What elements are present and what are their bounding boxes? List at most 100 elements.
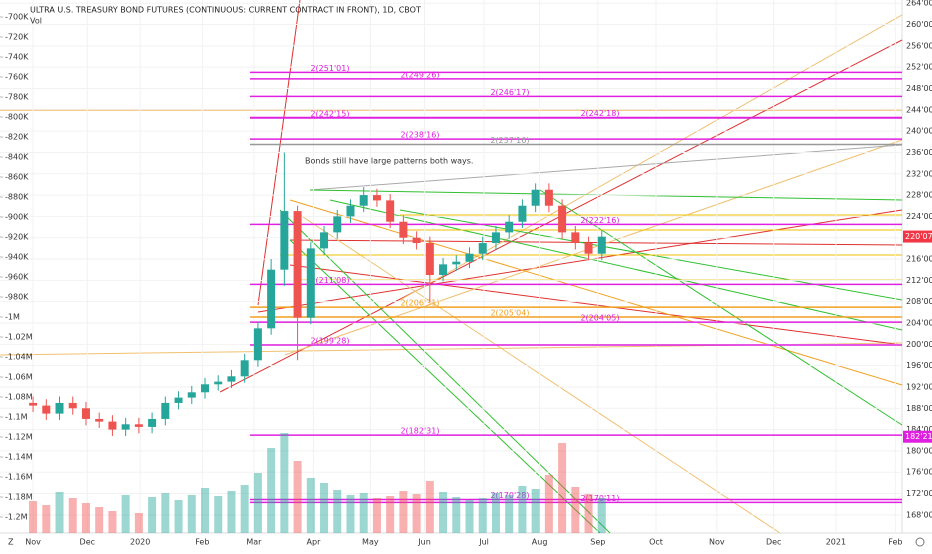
y2-tick-label: -860K — [5, 173, 29, 182]
y2-tick-label: -920K — [5, 233, 29, 242]
y2-tick-label: -800K — [5, 113, 29, 122]
candle-body — [597, 236, 606, 254]
volume-bar — [253, 473, 262, 533]
candle-body — [412, 237, 421, 244]
annotation-note: Bonds still have large patterns both way… — [305, 157, 473, 166]
level-label: 2(199'28) — [310, 336, 349, 345]
x-tick-label: Dec — [80, 538, 95, 547]
volume-bar — [346, 495, 355, 533]
volume-bar — [558, 443, 567, 533]
x-tick-label: Sep — [590, 538, 605, 547]
y-tick-label: 208'00 — [906, 297, 932, 306]
x-tick-label: Feb — [888, 538, 902, 547]
candle-body — [505, 221, 514, 233]
volume-bar — [399, 491, 408, 533]
volume-bar — [333, 490, 342, 533]
y2-tick-label: -840K — [5, 153, 29, 162]
volume-bar — [161, 493, 170, 533]
candle-body — [465, 253, 474, 262]
y-tick-label: 228'00 — [906, 191, 932, 200]
volume-bar — [187, 495, 196, 533]
candle-body — [571, 232, 580, 244]
y-tick-label: 244'00 — [906, 105, 932, 114]
volume-bar — [465, 500, 474, 533]
volume-bar — [491, 493, 500, 533]
level-label: 2(246'17) — [490, 88, 529, 97]
volume-bar — [412, 494, 421, 533]
y-tick-label: 260'00 — [906, 20, 932, 29]
candle-body — [531, 189, 540, 206]
x-tick-label: Oct — [649, 538, 663, 547]
level-label: 2(182'31) — [400, 427, 439, 436]
candle-body — [293, 211, 302, 318]
y2-tick-label: -1.04M — [5, 353, 33, 362]
level-label: 2(222'16) — [580, 216, 619, 225]
volume-bar — [597, 498, 606, 533]
y-tick-label: 184'00 — [906, 425, 932, 434]
level-label: 2(211'08) — [310, 276, 349, 285]
candle-body — [81, 408, 90, 419]
x-tick-label: Mar — [246, 538, 262, 547]
candle-body — [134, 424, 143, 427]
volume-bar — [240, 485, 249, 533]
y-tick-label: 240'00 — [906, 127, 932, 136]
y2-tick-label: -1.2M — [5, 513, 28, 522]
y2-tick-label: -1.08M — [5, 393, 33, 402]
candle-body — [491, 232, 500, 244]
x-tick-label: 2021 — [826, 538, 846, 547]
candle-body — [174, 397, 183, 403]
volume-bar — [267, 448, 276, 533]
level-label: 2(170'28) — [490, 491, 529, 500]
y-tick-label: 256'00 — [906, 41, 932, 50]
candle-body — [372, 195, 381, 201]
volume-bar — [531, 489, 540, 533]
volume-pane — [29, 433, 606, 533]
volume-bar — [68, 498, 77, 533]
volume-bar — [386, 496, 395, 533]
volume-bar — [439, 492, 448, 533]
candle-body — [544, 189, 553, 206]
settings-icon[interactable] — [915, 537, 925, 547]
y-tick-label: 248'00 — [906, 84, 932, 93]
volume-bar — [81, 503, 90, 533]
volume-bar — [174, 500, 183, 533]
y-tick-label: 252'00 — [906, 63, 932, 72]
price-tag-label: 220'07 — [905, 232, 932, 241]
x-tick-label: Jun — [417, 538, 431, 547]
candle-body — [148, 418, 157, 427]
y2-tick-label: -900K — [5, 213, 29, 222]
y2-tick-label: -1.1M — [5, 413, 28, 422]
level-label: 2(237'16) — [490, 136, 529, 145]
y-tick-label: 200'00 — [906, 340, 932, 349]
candle-body — [187, 392, 196, 398]
x-tick-label: Nov — [709, 538, 725, 547]
volume-bar — [425, 481, 434, 533]
y2-tick-label: -820K — [5, 133, 29, 142]
candle-body — [359, 195, 368, 206]
candle-body — [55, 402, 64, 414]
level-label: 2(170'11) — [580, 494, 619, 503]
candle-body — [201, 384, 209, 393]
y-tick-label: 172'00 — [906, 489, 932, 498]
y2-tick-label: -960K — [5, 273, 29, 282]
chart-title: ULTRA U.S. TREASURY BOND FUTURES (CONTIN… — [30, 6, 421, 15]
candle-body — [333, 216, 342, 233]
y-tick-label: 204'00 — [906, 318, 932, 327]
volume-bar — [584, 494, 593, 533]
candle-body — [478, 243, 487, 254]
volume-bar — [505, 495, 514, 533]
candle-body — [214, 381, 223, 385]
y2-tick-label: -720K — [5, 33, 29, 42]
candle-body — [227, 376, 236, 382]
level-label: 2(205'04) — [490, 308, 529, 317]
volume-bar — [452, 497, 461, 533]
volume-bar — [359, 493, 368, 533]
volume-bar — [227, 491, 236, 533]
y-tick-label: 236'00 — [906, 148, 932, 157]
y2-tick-label: -1.14M — [5, 453, 33, 462]
level-label: 2(242'18) — [580, 109, 619, 118]
volume-bar — [372, 498, 381, 533]
x-tick-label: May — [362, 538, 379, 547]
